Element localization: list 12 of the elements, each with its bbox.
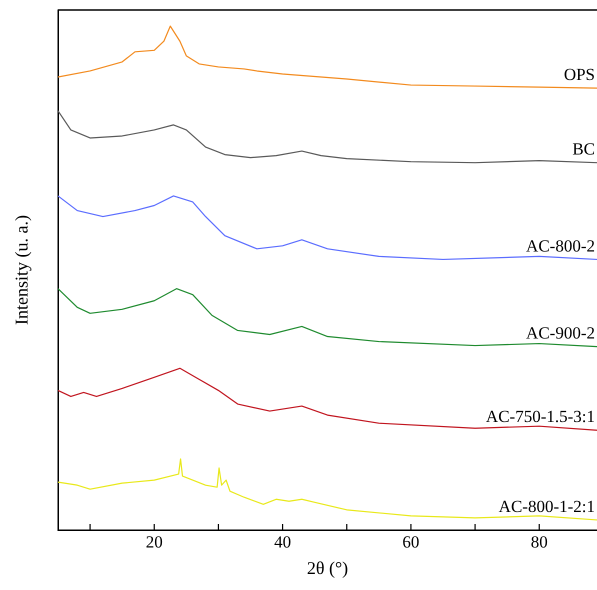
series-label: BC xyxy=(572,140,595,159)
x-tick-label: 80 xyxy=(530,532,548,552)
series-label: AC-800-2 xyxy=(526,236,595,256)
series-label: OPS xyxy=(564,65,595,84)
x-tick-label: 60 xyxy=(402,532,420,552)
series-label: AC-800-1-2:1 xyxy=(498,496,595,516)
x-tick-label: 40 xyxy=(274,532,292,552)
series-label: AC-900-2 xyxy=(526,324,595,343)
y-axis-title: Intensity (u. a.) xyxy=(12,215,32,325)
x-axis-title: 2θ (°) xyxy=(306,558,348,578)
series-label: AC-750-1.5-3:1 xyxy=(486,407,595,426)
x-tick-label: 20 xyxy=(146,532,163,552)
